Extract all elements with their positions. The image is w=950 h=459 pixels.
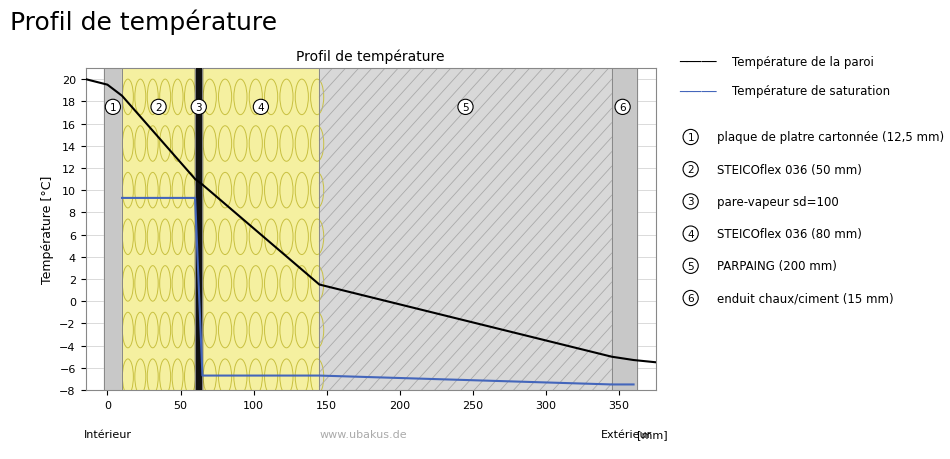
Text: 6: 6 [619,103,626,112]
Text: pare-vapeur sd=100: pare-vapeur sd=100 [717,196,839,208]
Text: 1: 1 [688,133,694,143]
Bar [195,69,202,390]
Text: PARPAING (200 mm): PARPAING (200 mm) [717,260,837,273]
Text: 5: 5 [688,261,694,271]
Text: Intérieur: Intérieur [84,429,131,439]
Text: enduit chaux/ciment (15 mm): enduit chaux/ciment (15 mm) [717,292,894,305]
Text: Température de la paroi: Température de la paroi [732,56,873,68]
Text: 2: 2 [155,103,162,112]
Text: 2: 2 [688,165,694,175]
Text: plaque de platre cartonnée (12,5 mm): plaque de platre cartonnée (12,5 mm) [717,131,944,144]
Text: [mm]: [mm] [636,429,667,439]
Bar [104,69,122,390]
Text: 3: 3 [688,197,694,207]
Text: 4: 4 [257,103,264,112]
Text: STEICOflex 036 (80 mm): STEICOflex 036 (80 mm) [717,228,863,241]
Text: STEICOflex 036 (50 mm): STEICOflex 036 (50 mm) [717,163,863,176]
Bar [612,69,637,390]
Text: 1: 1 [109,103,116,112]
Title: Profil de température: Profil de température [296,49,445,63]
Text: 5: 5 [463,103,468,112]
Text: 4: 4 [688,229,694,239]
Text: ─────: ───── [679,85,716,98]
Text: Profil de température: Profil de température [10,9,276,34]
Bar [202,69,319,390]
Text: www.ubakus.de: www.ubakus.de [319,429,407,439]
Text: 3: 3 [196,103,202,112]
Bar [319,69,612,390]
Text: Température de saturation: Température de saturation [732,85,889,98]
Bar [122,69,195,390]
Text: 6: 6 [688,293,694,303]
Text: Extérieur: Extérieur [600,429,652,439]
Text: ─────: ───── [679,56,716,68]
Y-axis label: Température [°C]: Température [°C] [41,175,54,284]
